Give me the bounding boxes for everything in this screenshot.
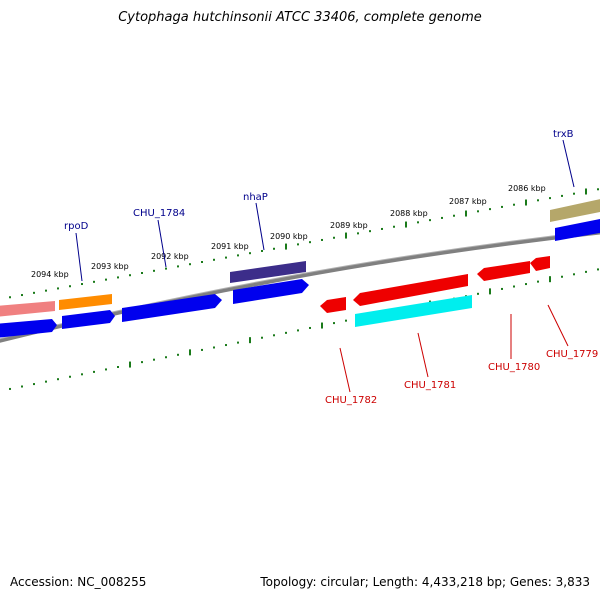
scale-label: 2094 kbp (31, 270, 69, 279)
gene-arrow[interactable] (62, 310, 115, 329)
scale-label: 2091 kbp (211, 242, 249, 251)
map-title: Cytophaga hutchinsonii ATCC 33406, compl… (118, 10, 482, 25)
gene-feature-rpod[interactable] (59, 294, 112, 310)
label-leader-lines (75, 139, 575, 393)
forward-strand-genes (0, 218, 600, 338)
gene-arrow-chu-1784[interactable] (122, 294, 222, 322)
gene-arrow-chu-1782[interactable] (320, 297, 346, 313)
scale-ticks-upper (9, 188, 599, 299)
gene-label-chu-1782[interactable]: CHU_1782 (325, 395, 377, 406)
gene-label-chu-1779[interactable]: CHU_1779 (546, 349, 598, 360)
gene-arrow-chu-1781[interactable] (353, 274, 468, 306)
gene-label-rpod[interactable]: rpoD (64, 221, 89, 232)
gene-arrow-trxb[interactable] (555, 218, 600, 241)
scale-label: 2087 kbp (449, 197, 487, 206)
reverse-strand-genes (320, 256, 550, 313)
accession-text: Accession: NC_008255 (10, 575, 147, 589)
scale-label: 2086 kbp (508, 184, 546, 193)
gene-feature-nhap[interactable] (230, 261, 306, 283)
gene-feature-pink[interactable] (0, 301, 55, 317)
genome-summary-text: Topology: circular; Length: 4,433,218 bp… (260, 575, 590, 589)
gene-arrow-chu-1780[interactable] (477, 261, 530, 281)
gene-feature-chu-1781[interactable] (355, 295, 472, 327)
gene-arrow[interactable] (0, 319, 57, 338)
gene-label-chu-1784[interactable]: CHU_1784 (133, 208, 185, 219)
gene-label-trxb[interactable]: trxB (553, 129, 574, 140)
gene-label-chu-1781[interactable]: CHU_1781 (404, 380, 456, 391)
gene-feature-trxb[interactable] (550, 198, 600, 222)
gene-label-nhap[interactable]: nhaP (243, 192, 268, 203)
gene-arrow-nhap[interactable] (233, 279, 309, 304)
scale-label: 2093 kbp (91, 262, 129, 271)
gene-labels-top: rpoD CHU_1784 nhaP trxB (64, 129, 574, 232)
scale-label: 2090 kbp (270, 232, 308, 241)
gene-label-chu-1780[interactable]: CHU_1780 (488, 362, 540, 373)
scale-label: 2092 kbp (151, 252, 189, 261)
scale-label: 2089 kbp (330, 221, 368, 230)
gene-arrow-chu-1779[interactable] (530, 256, 550, 271)
gene-labels-bottom: CHU_1782 CHU_1781 CHU_1780 CHU_1779 (325, 349, 598, 406)
scale-labels: 2094 kbp 2093 kbp 2092 kbp 2091 kbp 2090… (31, 184, 546, 279)
scale-label: 2088 kbp (390, 209, 428, 218)
feature-track-upper (0, 198, 600, 317)
